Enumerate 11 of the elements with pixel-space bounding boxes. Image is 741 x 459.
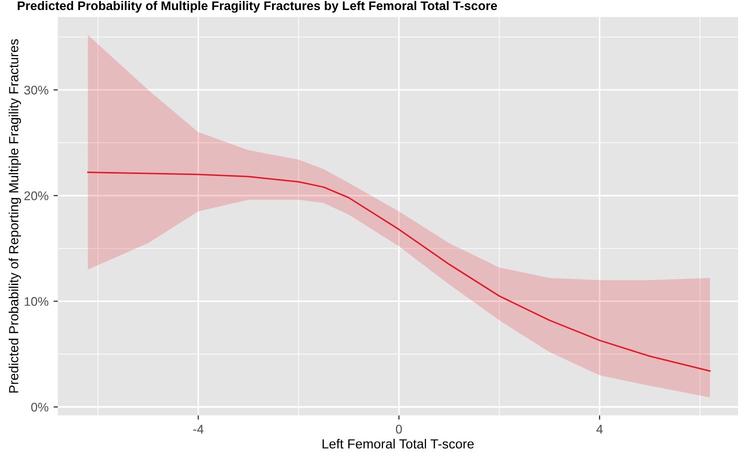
x-tick-label: 0 xyxy=(396,424,402,434)
y-tick-label: 0% xyxy=(31,402,48,412)
y-axis-title: Predicted Probability of Reporting Multiple Fragility Fractures xyxy=(8,39,21,393)
chart-title: Predicted Probability of Multiple Fragility Fractures by Left Femoral Total T-score xyxy=(18,0,497,13)
y-tick-label: 10% xyxy=(24,297,48,306)
x-axis-title: Left Femoral Total T-score xyxy=(322,438,474,449)
y-tick-label: 20% xyxy=(24,191,48,200)
y-tick-label: 30% xyxy=(24,86,48,95)
x-tick-label: 4 xyxy=(596,424,603,434)
x-tick-label: -4 xyxy=(193,424,204,434)
line-series xyxy=(87,172,711,372)
